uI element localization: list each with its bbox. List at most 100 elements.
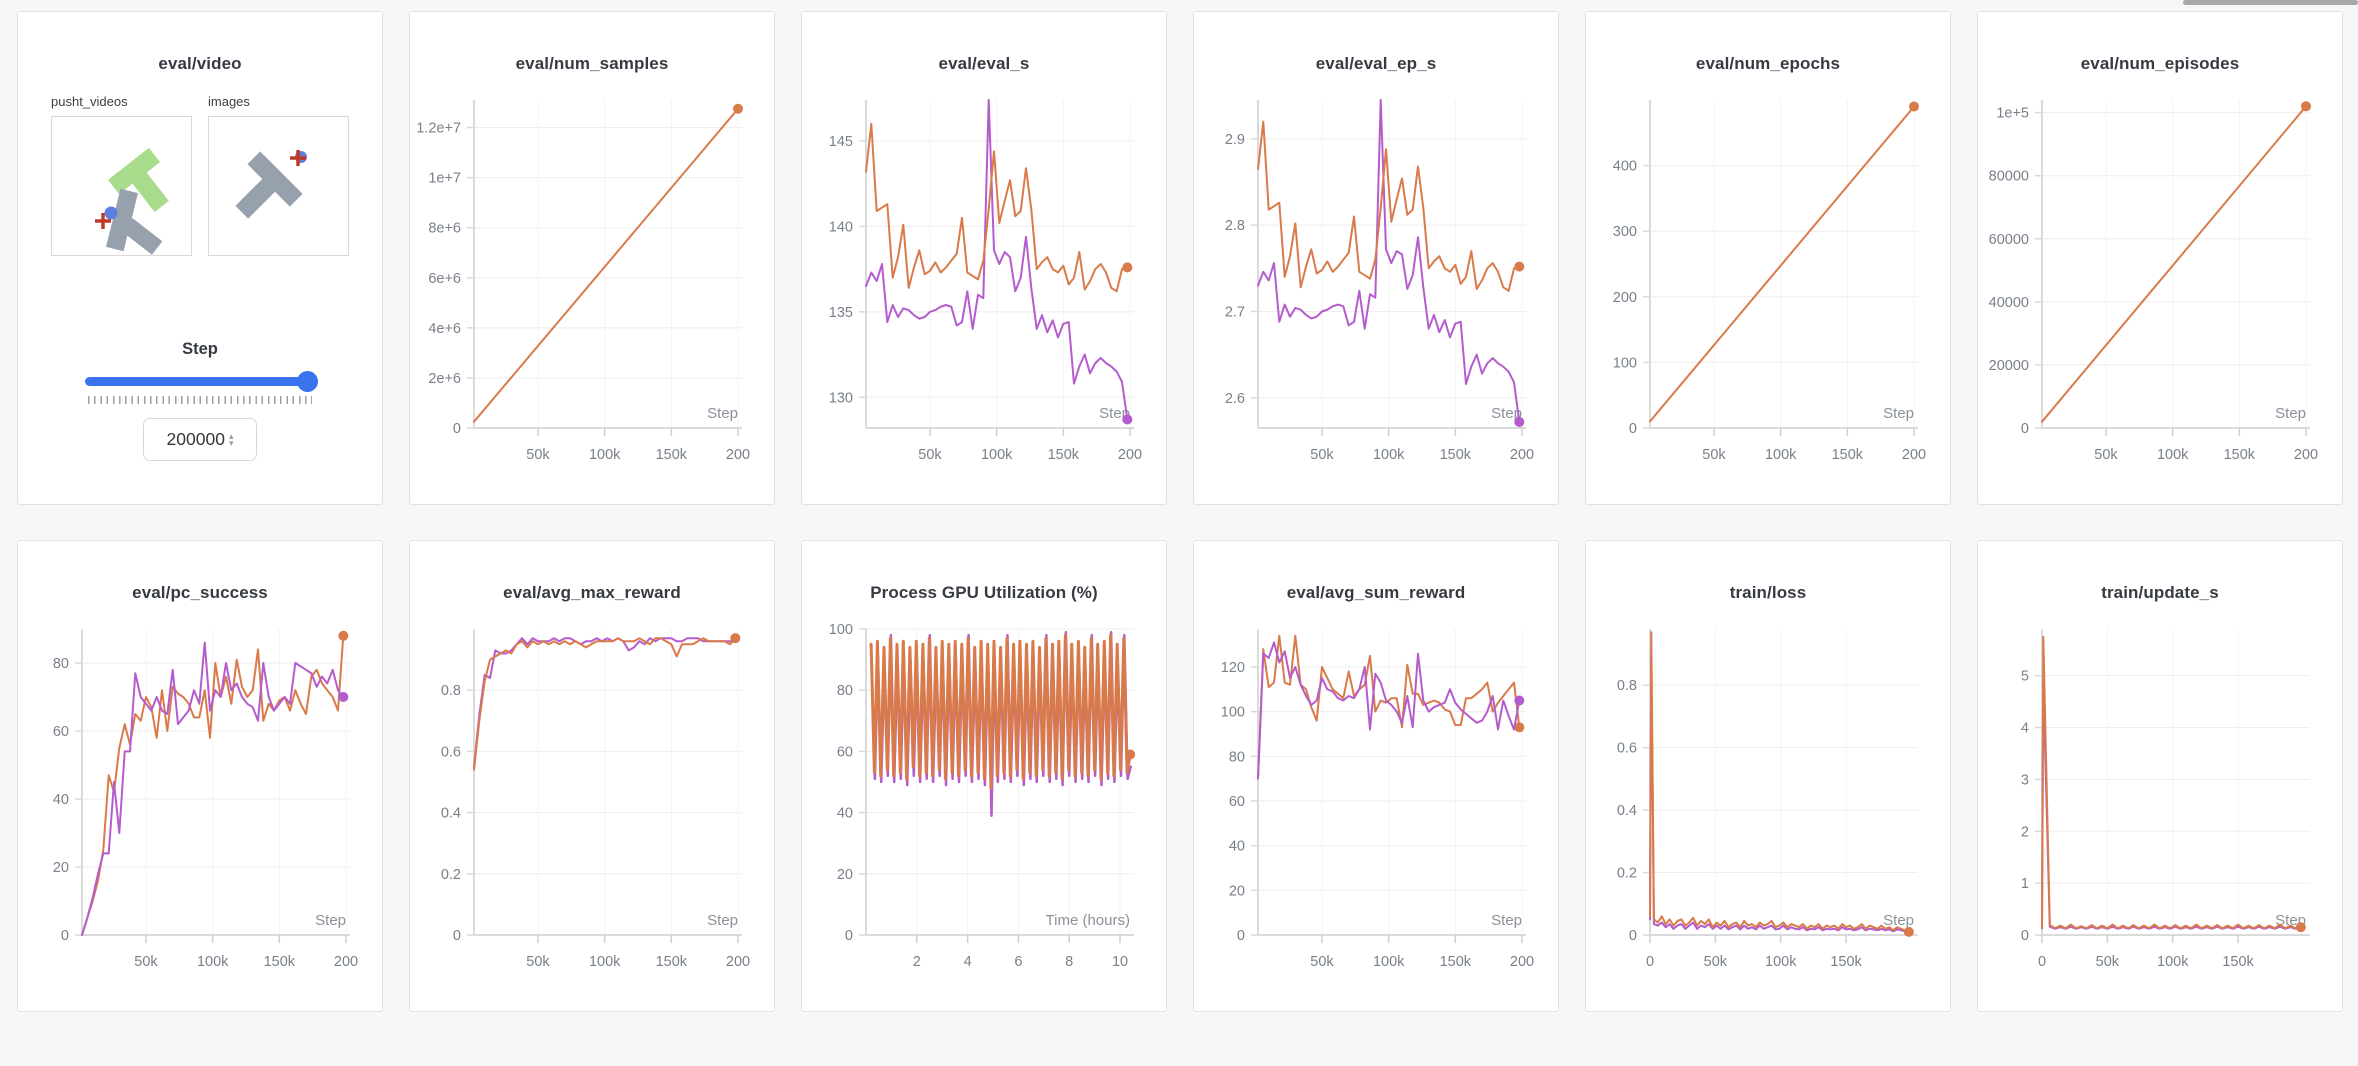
panel-eval-video: eval/video pusht_videos <box>17 11 383 505</box>
svg-text:200: 200 <box>1902 447 1926 463</box>
svg-text:Step: Step <box>707 912 738 929</box>
step-slider[interactable] <box>85 371 318 392</box>
svg-text:140: 140 <box>829 219 853 235</box>
svg-text:50k: 50k <box>526 954 550 970</box>
svg-text:80: 80 <box>837 683 853 699</box>
svg-text:40: 40 <box>1229 839 1245 855</box>
svg-text:200: 200 <box>726 954 750 970</box>
panel-title: eval/avg_sum_reward <box>1286 583 1466 602</box>
step-slider-handle[interactable] <box>297 371 318 392</box>
chart-eval-avg-sum-reward[interactable]: 0 20 40 60 80 100 120 50k 100k 150k 200 Step <box>1194 613 1558 995</box>
svg-text:135: 135 <box>829 305 853 321</box>
panel-grid: eval/video pusht_videos <box>17 11 2343 1012</box>
svg-text:0: 0 <box>61 928 69 944</box>
svg-text:0.4: 0.4 <box>1617 803 1637 819</box>
svg-text:20: 20 <box>53 860 69 876</box>
svg-text:Step: Step <box>2275 405 2306 422</box>
svg-text:60000: 60000 <box>1989 232 2029 248</box>
video-thumbnail-images[interactable] <box>208 116 349 256</box>
svg-text:60: 60 <box>53 724 69 740</box>
step-input-spinner: ▴ ▾ <box>228 430 234 448</box>
svg-text:20000: 20000 <box>1989 358 2029 374</box>
svg-text:Step: Step <box>315 912 346 929</box>
svg-text:3: 3 <box>2021 772 2029 788</box>
panel-title: eval/video <box>158 54 242 73</box>
spinner-down-icon[interactable]: ▾ <box>228 437 234 448</box>
panel-eval-eval-s: eval/eval_s 130 135 140 145 50k 100k 150k 200 St… <box>801 11 1167 505</box>
panel-title: eval/eval_s <box>938 54 1030 73</box>
video-thumbnail-pusht-videos[interactable] <box>51 116 192 256</box>
chart-eval-eval-s[interactable]: 130 135 140 145 50k 100k 150k 200 Step <box>802 84 1166 488</box>
t-block-gray-icon <box>106 188 163 255</box>
panel-eval-num-episodes: eval/num_episodes 0 20000 40000 60000 80000 1… <box>1977 11 2343 505</box>
svg-text:150k: 150k <box>1830 954 1862 970</box>
chart-eval-eval-ep-s[interactable]: 2.6 2.7 2.8 2.9 50k 100k 150k 200 Step <box>1194 84 1558 488</box>
spinner-up-icon[interactable]: ▴ <box>228 430 234 441</box>
svg-text:0: 0 <box>1646 954 1654 970</box>
svg-text:130: 130 <box>829 390 853 406</box>
svg-text:2e+6: 2e+6 <box>428 371 461 387</box>
svg-text:50k: 50k <box>526 447 550 463</box>
step-slider-track[interactable] <box>85 377 315 386</box>
svg-text:8e+6: 8e+6 <box>428 221 461 237</box>
svg-text:100k: 100k <box>1373 954 1405 970</box>
svg-text:Step: Step <box>707 405 738 422</box>
svg-text:60: 60 <box>837 744 853 760</box>
panel-eval-pc-success: eval/pc_success 0 20 40 60 80 50k 100k 150k 200 S… <box>17 540 383 1012</box>
horizontal-scrollbar-thumb[interactable] <box>2183 0 2358 5</box>
svg-text:2: 2 <box>913 954 921 970</box>
svg-text:40: 40 <box>53 792 69 808</box>
chart-eval-num-episodes[interactable]: 0 20000 40000 60000 80000 1e+5 50k 100k 150k 200 S… <box>1978 84 2342 488</box>
svg-text:40000: 40000 <box>1989 295 2029 311</box>
panel-title: eval/pc_success <box>132 583 268 602</box>
svg-text:0: 0 <box>1629 421 1637 437</box>
svg-text:0: 0 <box>453 928 461 944</box>
panel-title: eval/eval_ep_s <box>1315 54 1437 73</box>
svg-text:50k: 50k <box>2096 954 2120 970</box>
step-input-value[interactable]: 200000 <box>166 429 225 449</box>
panel-gpu-utilization: Process GPU Utilization (%) 0 20 40 60 80 100… <box>801 540 1167 1012</box>
chart-train-loss[interactable]: 0 0.2 0.4 0.6 0.8 0 50k 100k 150k Step <box>1586 613 1950 995</box>
chart-eval-num-samples[interactable]: 0 2e+6 4e+6 6e+6 8e+6 1e+7 1.2e+7 50k 100k 150k 20… <box>410 84 774 488</box>
svg-text:150k: 150k <box>264 954 296 970</box>
svg-text:0: 0 <box>2021 928 2029 944</box>
goal-cross-icon <box>95 213 111 229</box>
svg-text:50k: 50k <box>1310 954 1334 970</box>
svg-text:200: 200 <box>2294 447 2318 463</box>
svg-text:80000: 80000 <box>1989 169 2029 185</box>
panel-title: eval/avg_max_reward <box>503 583 681 602</box>
svg-text:150k: 150k <box>2222 954 2254 970</box>
step-control: Step 200000 ▴ ▾ <box>18 340 382 461</box>
svg-text:100k: 100k <box>1373 447 1405 463</box>
step-input[interactable]: 200000 ▴ ▾ <box>143 418 257 461</box>
svg-text:100: 100 <box>1221 705 1245 721</box>
svg-text:0: 0 <box>1237 928 1245 944</box>
panel-eval-eval-ep-s: eval/eval_ep_s 2.6 2.7 2.8 2.9 50k 100k 150k 20… <box>1193 11 1559 505</box>
svg-text:150k: 150k <box>1440 447 1472 463</box>
svg-text:200: 200 <box>1510 954 1534 970</box>
svg-text:0.8: 0.8 <box>1617 678 1637 694</box>
svg-text:5: 5 <box>2021 669 2029 685</box>
svg-text:0.6: 0.6 <box>1617 741 1637 757</box>
svg-text:50k: 50k <box>2094 447 2118 463</box>
svg-text:Step: Step <box>1491 405 1522 422</box>
svg-text:150k: 150k <box>2224 447 2256 463</box>
chart-eval-pc-success[interactable]: 0 20 40 60 80 50k 100k 150k 200 Step <box>18 613 382 995</box>
svg-text:100k: 100k <box>589 954 621 970</box>
svg-text:200: 200 <box>1118 447 1142 463</box>
svg-text:6: 6 <box>1014 954 1022 970</box>
svg-text:0.6: 0.6 <box>441 744 461 760</box>
media-label: images <box>208 94 250 109</box>
chart-gpu-utilization[interactable]: 0 20 40 60 80 100 2 4 6 8 10 Time (hours) <box>802 613 1166 995</box>
chart-eval-num-epochs[interactable]: 0 100 200 300 400 50k 100k 150k 200 Step <box>1586 84 1950 488</box>
svg-text:2.8: 2.8 <box>1225 218 1245 234</box>
t-block-green-icon <box>107 147 169 213</box>
svg-text:0: 0 <box>1629 928 1637 944</box>
svg-text:100k: 100k <box>197 954 229 970</box>
svg-text:Step: Step <box>1883 405 1914 422</box>
chart-eval-avg-max-reward[interactable]: 0 0.2 0.4 0.6 0.8 50k 100k 150k 200 Step <box>410 613 774 995</box>
svg-text:50k: 50k <box>1704 954 1728 970</box>
svg-text:80: 80 <box>1229 749 1245 765</box>
